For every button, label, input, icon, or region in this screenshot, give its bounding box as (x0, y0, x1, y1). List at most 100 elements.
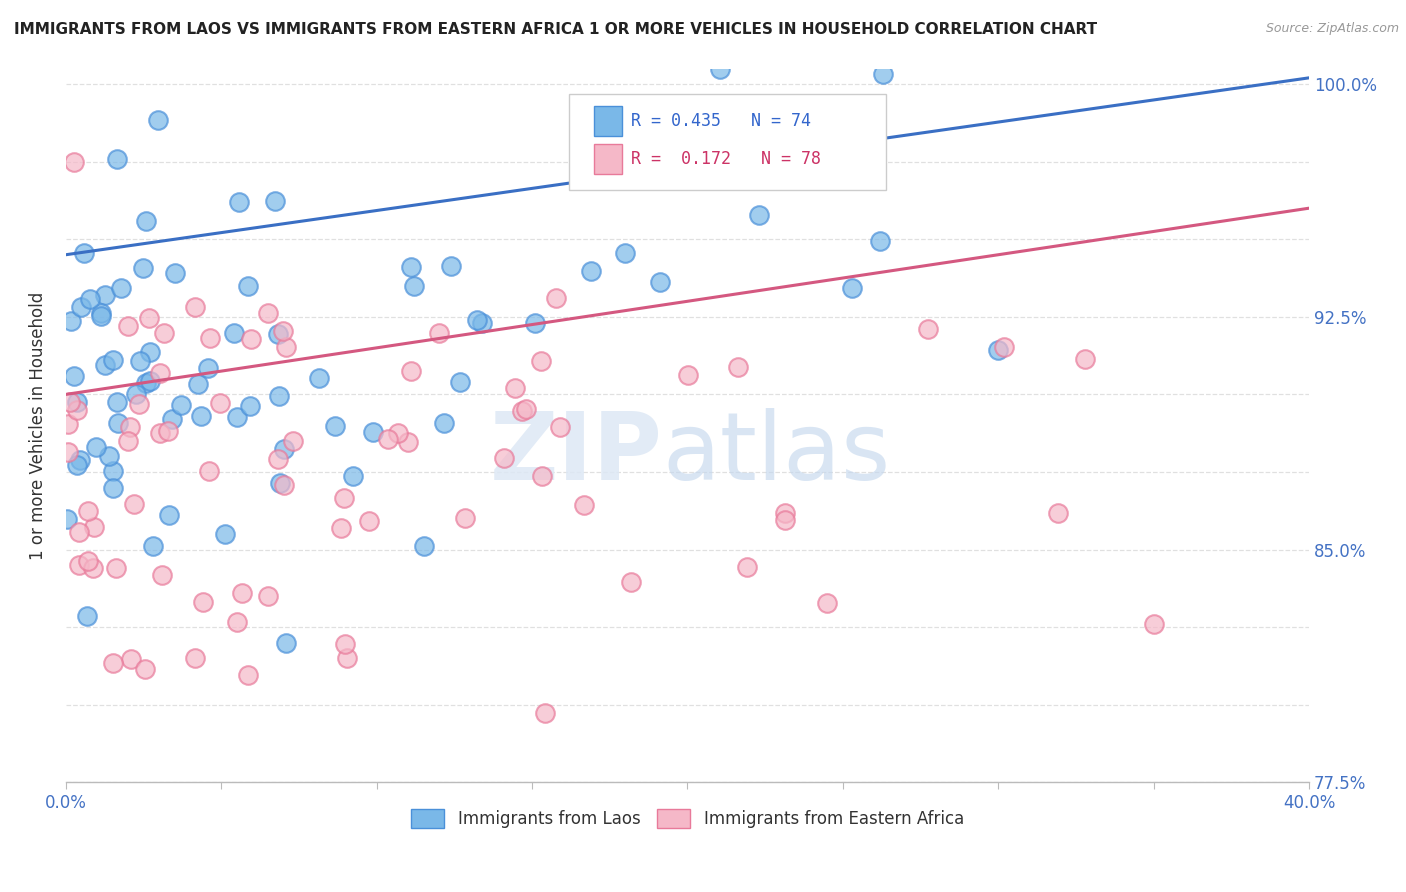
FancyBboxPatch shape (569, 94, 886, 190)
Point (103, 481, 125, 495)
Point (271, 324, 294, 338)
Y-axis label: 1 or more Vehicles in Household: 1 or more Vehicles in Household (30, 292, 46, 559)
Point (191, 595, 214, 609)
Text: R =  0.172   N = 78: R = 0.172 N = 78 (631, 150, 821, 169)
Point (735, 560, 758, 574)
Point (226, 410, 249, 425)
Point (574, 498, 596, 512)
Point (273, 442, 295, 456)
Point (413, 539, 436, 553)
Point (240, 332, 263, 346)
Point (138, 310, 160, 325)
Point (709, 62, 731, 76)
Point (104, 561, 127, 575)
Point (336, 651, 359, 665)
Point (165, 266, 187, 280)
Point (342, 468, 364, 483)
Point (208, 396, 231, 410)
Point (239, 399, 262, 413)
Point (454, 510, 477, 524)
Point (530, 354, 553, 368)
Point (76, 554, 98, 568)
Point (56, 445, 79, 459)
Point (120, 652, 142, 666)
Point (544, 291, 567, 305)
Point (231, 586, 253, 600)
Point (449, 375, 471, 389)
Point (523, 316, 546, 330)
Point (815, 596, 838, 610)
Point (146, 112, 169, 127)
Point (872, 67, 894, 81)
Point (90, 306, 112, 320)
Point (97, 790, 120, 805)
Point (63, 369, 86, 384)
Point (66, 403, 89, 417)
Point (56, 417, 79, 431)
Point (82, 790, 104, 805)
Text: R = 0.435   N = 74: R = 0.435 N = 74 (631, 112, 811, 129)
Point (620, 574, 643, 589)
Point (267, 452, 290, 467)
Point (190, 409, 212, 423)
Point (471, 316, 494, 330)
Point (269, 475, 291, 490)
Point (396, 435, 419, 450)
Text: IMMIGRANTS FROM LAOS VS IMMIGRANTS FROM EASTERN AFRICA 1 OR MORE VEHICLES IN HOU: IMMIGRANTS FROM LAOS VS IMMIGRANTS FROM … (14, 22, 1097, 37)
Point (59, 313, 82, 327)
Point (273, 477, 295, 491)
Text: ZIP: ZIP (489, 408, 662, 500)
Point (198, 331, 221, 345)
Point (94, 359, 117, 373)
Point (399, 364, 422, 378)
Point (869, 234, 891, 248)
Text: Source: ZipAtlas.com: Source: ZipAtlas.com (1265, 22, 1399, 36)
Point (117, 319, 139, 334)
Point (128, 353, 150, 368)
Point (150, 567, 173, 582)
Point (98, 449, 121, 463)
Point (1143, 616, 1166, 631)
Point (579, 264, 602, 278)
Point (1046, 506, 1069, 520)
Point (135, 214, 157, 228)
Point (533, 706, 555, 720)
Point (69, 525, 91, 540)
Point (66, 458, 89, 472)
Point (333, 637, 356, 651)
Point (399, 260, 422, 274)
Point (228, 195, 250, 210)
Point (139, 344, 162, 359)
Point (1074, 351, 1097, 366)
Point (77, 504, 100, 518)
Point (432, 417, 454, 431)
Point (139, 374, 162, 388)
Point (308, 371, 330, 385)
Point (236, 668, 259, 682)
Point (153, 326, 176, 340)
Point (917, 322, 939, 336)
Point (69, 453, 91, 467)
Point (134, 662, 156, 676)
Point (122, 497, 145, 511)
Point (73, 246, 96, 260)
Point (63, 154, 86, 169)
Point (135, 376, 157, 390)
Point (531, 469, 554, 483)
Point (101, 353, 124, 368)
Point (59, 395, 82, 409)
Point (56, 512, 79, 526)
Point (198, 464, 221, 478)
Point (323, 418, 346, 433)
Point (614, 246, 637, 260)
Point (238, 279, 260, 293)
Point (117, 434, 139, 448)
Point (276, 636, 298, 650)
Point (183, 651, 205, 665)
Point (402, 279, 425, 293)
Point (131, 260, 153, 275)
Point (225, 615, 247, 630)
Point (76, 609, 98, 624)
Point (515, 401, 537, 416)
Point (678, 368, 700, 382)
